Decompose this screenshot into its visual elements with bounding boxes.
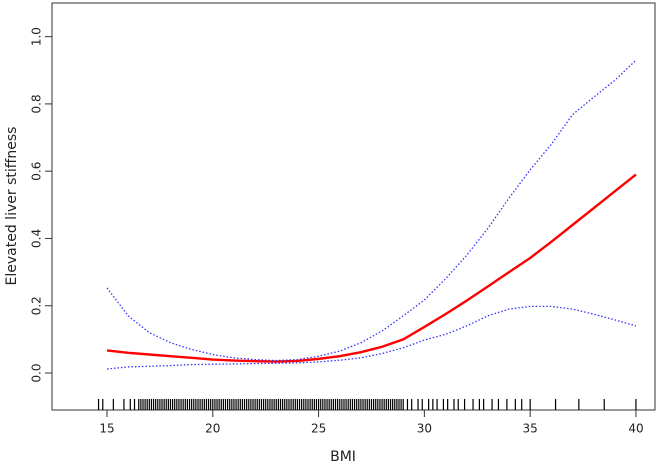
x-tick-label: 30	[417, 422, 432, 436]
x-tick-label: 15	[99, 422, 114, 436]
y-tick-label: 0.2	[30, 296, 44, 315]
y-tick-label: 0.6	[30, 162, 44, 181]
y-tick-label: 0.8	[30, 94, 44, 113]
plot-frame	[51, 2, 656, 411]
y-tick-label: 0.4	[30, 229, 44, 248]
series-line	[106, 59, 637, 362]
x-axis-label: BMI	[330, 449, 356, 465]
series-line	[106, 305, 637, 370]
y-tick-label: 1.0	[30, 27, 44, 46]
y-tick-label: 0.0	[30, 363, 44, 382]
x-tick-label: 20	[205, 422, 220, 436]
x-tick-label: 25	[311, 422, 326, 436]
y-axis-label: Elevated liver stiffness	[4, 127, 20, 286]
x-tick-label: 40	[628, 422, 643, 436]
x-tick-label: 35	[523, 422, 538, 436]
series-line	[106, 173, 637, 363]
